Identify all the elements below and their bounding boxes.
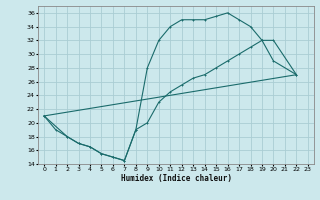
X-axis label: Humidex (Indice chaleur): Humidex (Indice chaleur) bbox=[121, 174, 231, 183]
